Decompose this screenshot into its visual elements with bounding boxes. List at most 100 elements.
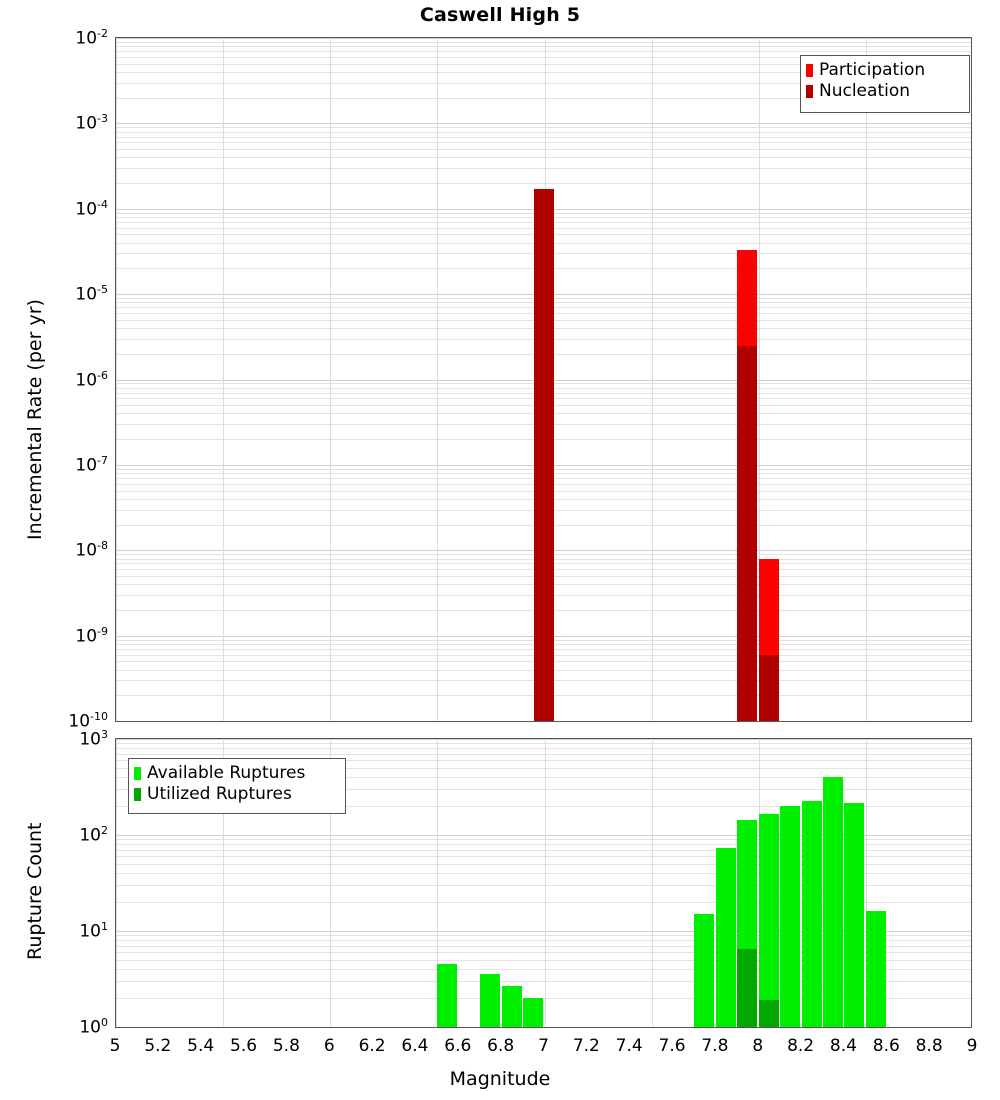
x-axis-tick-label: 6.2 <box>358 1036 386 1056</box>
grid-line <box>116 127 971 128</box>
grid-line <box>116 873 971 874</box>
legend-item: Available Ruptures <box>134 763 338 784</box>
grid-line-vertical <box>437 739 438 1027</box>
bar <box>502 986 522 1027</box>
grid-line <box>116 142 971 143</box>
grid-line <box>116 72 971 73</box>
grid-line-vertical <box>866 38 867 721</box>
legend-item: Participation <box>806 60 962 81</box>
x-axis-tick-label: 6.6 <box>444 1036 472 1056</box>
top-legend: Participation Nucleation <box>800 55 970 113</box>
bar <box>480 974 500 1027</box>
grid-line-vertical <box>223 739 224 1027</box>
grid-line <box>116 789 971 790</box>
top-y-axis-title: Incremental Rate (per yr) <box>24 299 46 540</box>
grid-line <box>116 839 971 840</box>
y-axis-tick-label: 102 <box>79 824 108 846</box>
grid-line-vertical <box>116 38 117 721</box>
grid-line <box>116 57 971 58</box>
y-axis-tick-label: 10-7 <box>75 453 108 476</box>
grid-line <box>116 46 971 47</box>
grid-line-vertical <box>652 38 653 721</box>
y-axis-tick-label: 10-5 <box>75 283 108 305</box>
grid-line <box>116 864 971 865</box>
bar <box>802 801 822 1027</box>
grid-line <box>116 998 971 999</box>
grid-line <box>116 902 971 903</box>
x-axis-tick-label: 6 <box>323 1036 335 1056</box>
x-axis-tick-label: 8.8 <box>915 1036 943 1056</box>
legend-label: Nucleation <box>819 81 911 101</box>
grid-line <box>116 969 971 970</box>
y-axis-tick-label: 10-4 <box>75 197 108 220</box>
legend-swatch-icon <box>134 788 141 801</box>
grid-line <box>116 83 971 84</box>
grid-line <box>116 137 971 138</box>
x-axis-tick-label: 5.4 <box>187 1036 215 1056</box>
x-axis-tick-label: 9 <box>966 1036 978 1056</box>
grid-line <box>116 931 971 932</box>
grid-line-vertical <box>437 38 438 721</box>
y-axis-tick-label: 10-6 <box>75 368 108 391</box>
grid-line <box>116 38 971 39</box>
bar <box>716 848 736 1027</box>
x-axis-tick-label: 8 <box>752 1036 764 1056</box>
incremental-rate-plot <box>115 37 972 722</box>
legend-item: Utilized Ruptures <box>134 784 338 805</box>
legend-swatch-icon <box>134 767 141 780</box>
y-axis-tick-label: 103 <box>79 728 108 750</box>
bar <box>737 949 757 1027</box>
grid-line <box>116 952 971 953</box>
x-axis-tick-label: 7 <box>538 1036 549 1056</box>
legend-label: Participation <box>819 60 926 80</box>
grid-line <box>116 835 971 836</box>
grid-line <box>116 168 971 169</box>
bar <box>694 914 714 1027</box>
grid-line <box>116 960 971 961</box>
grid-line-vertical <box>866 739 867 1027</box>
x-axis-tick-label: 7.6 <box>658 1036 686 1056</box>
x-axis-tick-label: 8.2 <box>787 1036 815 1056</box>
x-axis-tick-label: 5 <box>109 1036 121 1056</box>
x-axis-tick-label: 7.2 <box>572 1036 600 1056</box>
grid-line <box>116 806 971 807</box>
grid-line <box>116 149 971 150</box>
x-axis-tick-label: 6.8 <box>487 1036 515 1056</box>
legend-item: Nucleation <box>806 81 962 102</box>
bottom-legend: Available Ruptures Utilized Ruptures <box>128 758 346 814</box>
grid-line <box>116 739 971 740</box>
x-axis-tick-label: 6.4 <box>401 1036 429 1056</box>
grid-line <box>116 935 971 936</box>
grid-line <box>116 885 971 886</box>
y-axis-tick-label: 10-9 <box>75 624 108 647</box>
x-axis-tick-label: 7.4 <box>615 1036 643 1056</box>
grid-line <box>116 777 971 778</box>
grid-line-vertical <box>759 38 760 721</box>
grid-line <box>116 721 971 722</box>
bar <box>823 777 843 1027</box>
grid-line <box>116 132 971 133</box>
x-axis-tick-label: 7.8 <box>701 1036 729 1056</box>
grid-line <box>116 981 971 982</box>
page-title: Caswell High 5 <box>419 4 581 26</box>
grid-line <box>116 51 971 52</box>
grid-line <box>116 123 971 124</box>
x-axis-tick-label: 5.8 <box>272 1036 300 1056</box>
x-axis-tick-label: 8.6 <box>872 1036 900 1056</box>
y-axis-tick-label: 10-2 <box>75 27 108 49</box>
grid-line <box>116 743 971 744</box>
x-axis-tick-label: 5.6 <box>230 1036 258 1056</box>
x-axis-title: Magnitude <box>449 1068 551 1090</box>
grid-line <box>116 64 971 65</box>
bar <box>844 803 864 1027</box>
bar <box>780 806 800 1027</box>
y-axis-tick-label: 10-10 <box>68 710 108 732</box>
grid-line <box>116 856 971 857</box>
grid-line <box>116 760 971 761</box>
bar <box>737 346 757 721</box>
grid-line-vertical <box>116 739 117 1027</box>
bar <box>866 911 886 1027</box>
legend-label: Available Ruptures <box>147 763 306 783</box>
legend-swatch-icon <box>806 64 813 77</box>
